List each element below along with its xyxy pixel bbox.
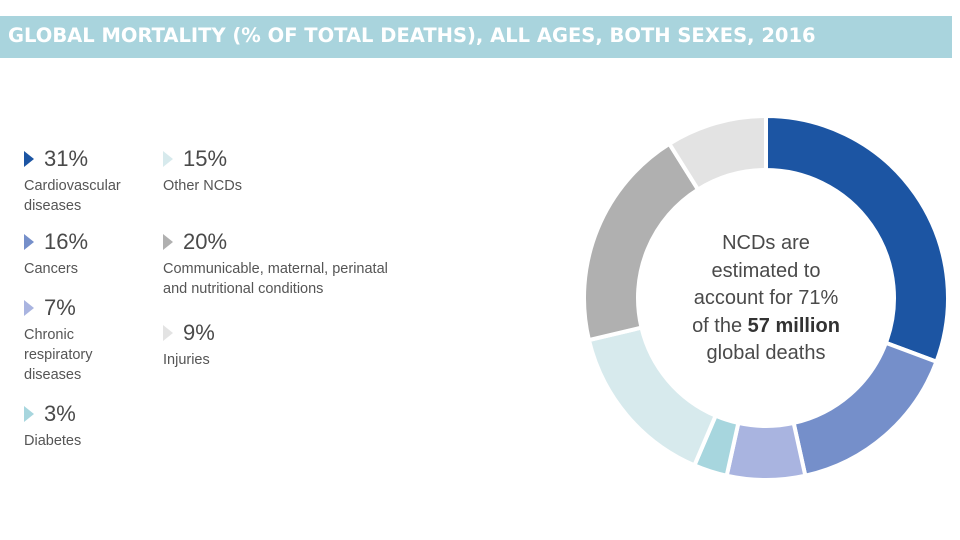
legend-label-line: diseases [24, 198, 82, 214]
legend-label-line: diseases [24, 367, 82, 383]
legend-label-line: Cardiovascular [24, 178, 121, 194]
chart-title: GLOBAL MORTALITY (% OF TOTAL DEATHS), AL… [8, 24, 816, 47]
legend-marker-icon [163, 234, 173, 250]
legend-pct: 3% [44, 401, 76, 426]
legend-pct: 31% [44, 146, 89, 171]
legend-marker-icon [163, 325, 173, 341]
legend-item-injuries: 9% Injuries [163, 320, 215, 370]
center-line-5: global deaths [706, 342, 826, 364]
legend-marker-icon [24, 300, 34, 316]
legend-pct: 20% [183, 229, 228, 254]
legend-label-line: Diabetes [24, 433, 82, 449]
legend-item-cardiovascular: 31% Cardiovascular diseases [24, 146, 121, 216]
title-bar: GLOBAL MORTALITY (% OF TOTAL DEATHS), AL… [0, 16, 952, 58]
legend-marker-icon [24, 151, 34, 167]
center-line-2: estimated to [711, 259, 821, 282]
legend-item-chronic-respiratory: 7% Chronic respiratory diseases [24, 295, 93, 385]
legend-label: Cardiovascular diseases [24, 176, 121, 216]
legend-marker-icon [24, 406, 34, 422]
legend-label: Cancers [24, 259, 88, 279]
legend-item-communicable: 20% Communicable, maternal, perinatal an… [163, 229, 388, 299]
legend-label-line: Injuries [163, 352, 210, 368]
legend-label: Communicable, maternal, perinatal and nu… [163, 259, 388, 299]
legend-label: Injuries [163, 350, 215, 370]
legend-label-line: Communicable, maternal, perinatal [163, 261, 388, 277]
legend-label-line: respiratory [24, 347, 93, 363]
donut-slice-injuries [666, 113, 768, 193]
legend-item-cancers: 16% Cancers [24, 229, 88, 279]
legend-label: Chronic respiratory diseases [24, 325, 93, 385]
center-line-4-prefix: of the [692, 314, 748, 337]
legend-pct: 7% [44, 295, 76, 320]
legend-label-line: and nutritional conditions [163, 281, 324, 297]
legend-pct: 9% [183, 320, 215, 345]
center-line-4-bold: 57 million [747, 314, 840, 337]
legend-item-diabetes: 3% Diabetes [24, 401, 81, 451]
center-line-4: of the 57 million [656, 313, 876, 341]
legend-pct: 15% [183, 146, 228, 171]
legend-label-line: Cancers [24, 261, 78, 277]
legend-marker-icon [163, 151, 173, 167]
donut-center-text: NCDs are estimated to account for 71% of… [656, 230, 876, 368]
legend-marker-icon [24, 234, 34, 250]
legend-pct: 16% [44, 229, 89, 254]
center-line-3: account for 71% [693, 287, 839, 309]
legend-label-line: Other NCDs [163, 178, 242, 194]
legend-label-line: Chronic [24, 327, 74, 343]
legend-item-other-ncds: 15% Other NCDs [163, 146, 242, 196]
legend-label: Diabetes [24, 431, 81, 451]
legend-label: Other NCDs [163, 176, 242, 196]
center-line-1: NCDs are [722, 232, 810, 254]
donut-slice-cardiovascular-diseases [764, 113, 950, 365]
